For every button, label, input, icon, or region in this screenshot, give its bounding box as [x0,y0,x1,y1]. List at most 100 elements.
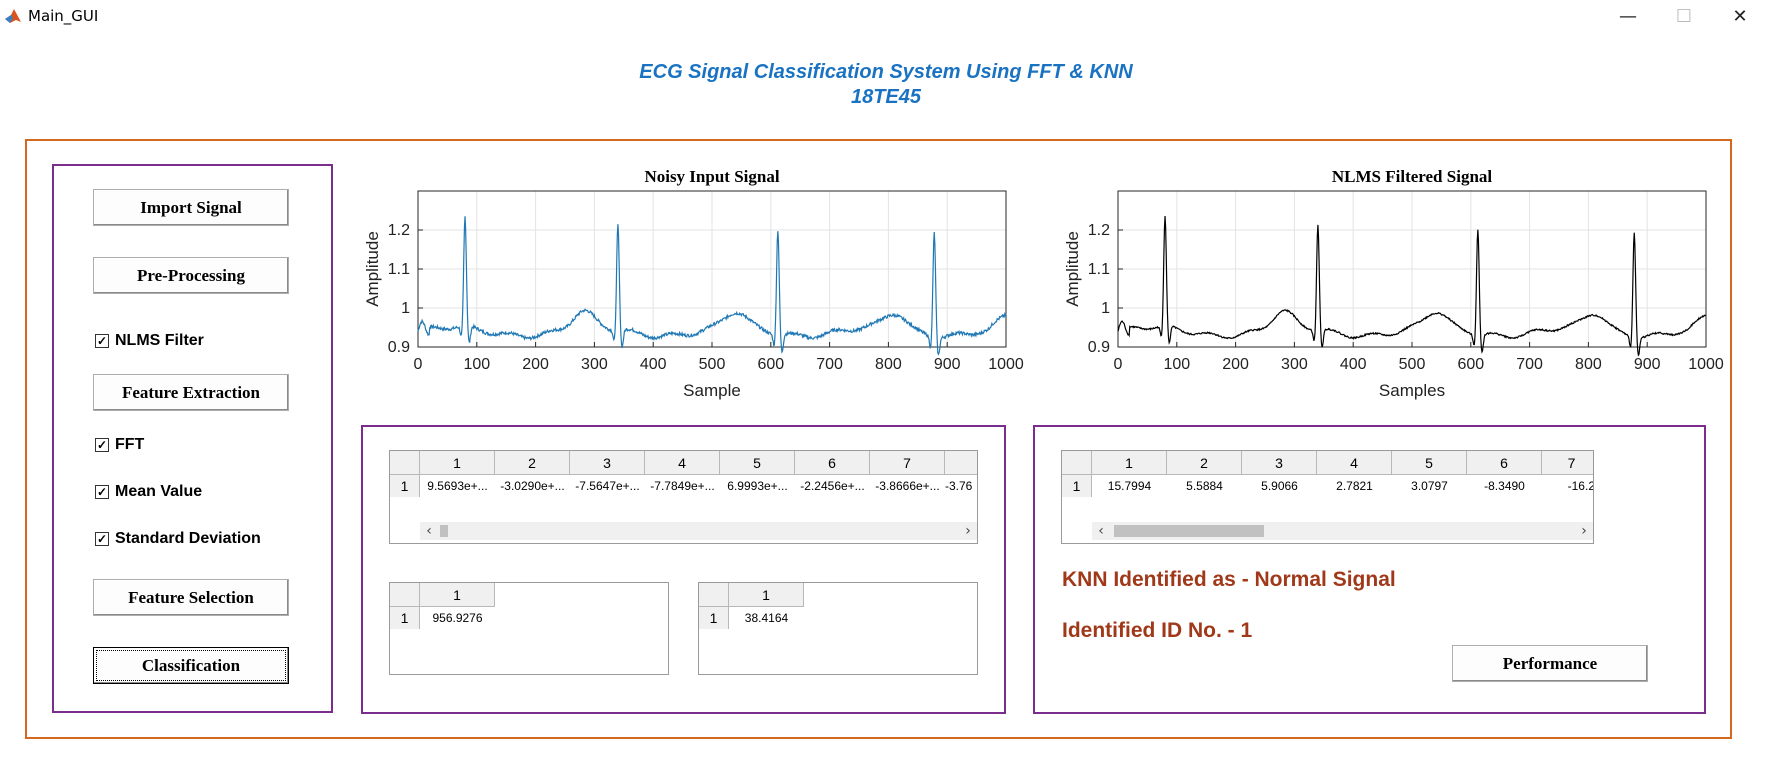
x-tick-label: 700 [816,356,843,373]
x-tick-label: 400 [640,356,667,373]
fft-feature-table[interactable]: 1 2 3 4 5 6 7 1 9.5693e+... -3.0290e+...… [389,450,978,544]
table-cell[interactable]: 2.7821 [1336,479,1373,493]
table-corner [1062,451,1092,475]
checkbox-check-icon: ✓ [95,485,109,499]
scrollbar-thumb[interactable] [440,525,448,537]
standard-deviation-table[interactable]: 1 1 38.4164 [698,582,978,675]
y-tick-label: 1.1 [388,261,410,278]
noisy-signal-plot: Noisy Input Signal 0 100 200 300 400 500 600 70… [363,167,1024,400]
x-tick-label: 800 [875,356,902,373]
matlab-app-icon [5,9,21,23]
table-corner [390,583,420,607]
close-button[interactable]: ✕ [1732,5,1748,27]
x-tick-label: 300 [1281,356,1308,373]
table-cell[interactable]: -8.3490 [1484,479,1525,493]
scroll-right-icon[interactable]: › [965,523,971,539]
column-header: 3 [570,451,645,475]
x-tick-label: 900 [1634,356,1661,373]
plot-grid [1117,191,1707,348]
table-cell[interactable]: 15.7994 [1107,479,1152,493]
table-corner [699,583,729,607]
plot-ticks: 0 100 200 300 400 500 600 700 800 900 1000 0.9 1 1.1 1… [388,222,1024,373]
column-header: 6 [795,451,870,475]
app-title: ECG Signal Classification System Using F… [639,61,1133,83]
x-tick-label: 600 [1457,356,1484,373]
y-tick-label: 1.2 [388,222,410,239]
table-cell[interactable]: 3.0797 [1411,479,1448,493]
knn-result-text: KNN Identified as - Normal Signal [1062,568,1396,591]
filtered-xlabel: Samples [1379,381,1445,400]
standard-deviation-checkbox[interactable]: ✓ Standard Deviation [95,530,261,548]
table-cell[interactable]: -3.8666e+... [875,479,940,493]
table-cell[interactable]: -7.7849e+... [650,479,715,493]
window-titlebar: Main_GUI — ☐ ✕ [0,0,1772,32]
column-header: 2 [1167,451,1242,475]
column-header: 1 [729,583,804,607]
y-tick-label: 0.9 [1088,339,1110,356]
y-tick-label: 0.9 [388,339,410,356]
nlms-filter-checkbox[interactable]: ✓ NLMS Filter [95,332,204,350]
table-cell[interactable]: 38.4164 [744,611,789,625]
mean-value-checkbox[interactable]: ✓ Mean Value [95,483,202,501]
maximize-button[interactable]: ☐ [1675,5,1693,27]
scrollbar-thumb[interactable] [1114,525,1264,537]
feature-selection-button[interactable]: Feature Selection [93,579,289,616]
row-header: 1 [390,607,420,629]
x-tick-label: 500 [1399,356,1426,373]
checkbox-check-icon: ✓ [95,438,109,452]
table-cell[interactable]: -7.5647e+... [575,479,640,493]
fft-label: FFT [115,436,145,453]
column-header: 4 [1317,451,1392,475]
plot-grid [417,191,1007,348]
table-cell[interactable]: 956.9276 [432,611,483,625]
x-tick-label: 0 [1114,356,1123,373]
y-tick-label: 1.1 [1088,261,1110,278]
x-tick-label: 100 [1163,356,1190,373]
x-tick-label: 200 [522,356,549,373]
scroll-left-icon[interactable]: ‹ [1098,523,1104,539]
y-tick-label: 1 [401,300,410,317]
scroll-left-icon[interactable]: ‹ [426,523,432,539]
row-header: 1 [699,607,729,629]
row-header: 1 [1062,475,1092,497]
table-cell[interactable]: 5.5884 [1186,479,1223,493]
noisy-plot-title: Noisy Input Signal [644,167,779,186]
filtered-signal-plot: NLMS Filtered Signal 0 100 200 300 400 500 600… [1063,167,1724,400]
table-corner [390,451,420,475]
table-cell[interactable]: 9.5693e+... [427,479,488,493]
noisy-ylabel: Amplitude [363,231,382,307]
x-tick-label: 500 [699,356,726,373]
import-signal-button[interactable]: Import Signal [93,189,289,226]
mean-value-table[interactable]: 1 1 956.9276 [389,582,669,675]
column-header: 2 [495,451,570,475]
horizontal-scrollbar[interactable]: ‹ › [420,522,977,540]
feature-extraction-button[interactable]: Feature Extraction [93,374,289,411]
main-frame [25,139,1732,739]
app-subtitle: 18TE45 [850,86,922,108]
classification-button[interactable]: Classification [93,647,289,684]
checkbox-check-icon: ✓ [95,334,109,348]
x-tick-label: 700 [1516,356,1543,373]
noisy-xlabel: Sample [683,381,741,400]
table-cell[interactable]: -3.0290e+... [500,479,565,493]
filtered-plot-title: NLMS Filtered Signal [1332,167,1493,186]
performance-button[interactable]: Performance [1452,645,1648,682]
pre-processing-button[interactable]: Pre-Processing [93,257,289,294]
selected-feature-table[interactable]: 1 2 3 4 5 6 7 1 15.7994 5.5884 5.9066 2.… [1061,450,1594,544]
table-cell[interactable]: 5.9066 [1261,479,1298,493]
table-cell[interactable]: -2.2456e+... [800,479,865,493]
column-header: 1 [420,451,495,475]
scroll-right-icon[interactable]: › [1581,523,1587,539]
horizontal-scrollbar[interactable]: ‹ › [1092,522,1593,540]
plot-ticks: 0 100 200 300 400 500 600 700 800 900 1000 0.9 1 1.1 1… [1088,222,1724,373]
table-cell[interactable]: -16.2 [1567,479,1594,493]
table-cell[interactable]: -3.76 [945,479,973,493]
window-title: Main_GUI [28,7,99,25]
y-tick-label: 1.2 [1088,222,1110,239]
x-tick-label: 200 [1222,356,1249,373]
table-cell[interactable]: 6.9993e+... [727,479,788,493]
minimize-button[interactable]: — [1619,5,1637,27]
column-header: 5 [1392,451,1467,475]
x-tick-label: 800 [1575,356,1602,373]
fft-checkbox[interactable]: ✓ FFT [95,436,144,454]
